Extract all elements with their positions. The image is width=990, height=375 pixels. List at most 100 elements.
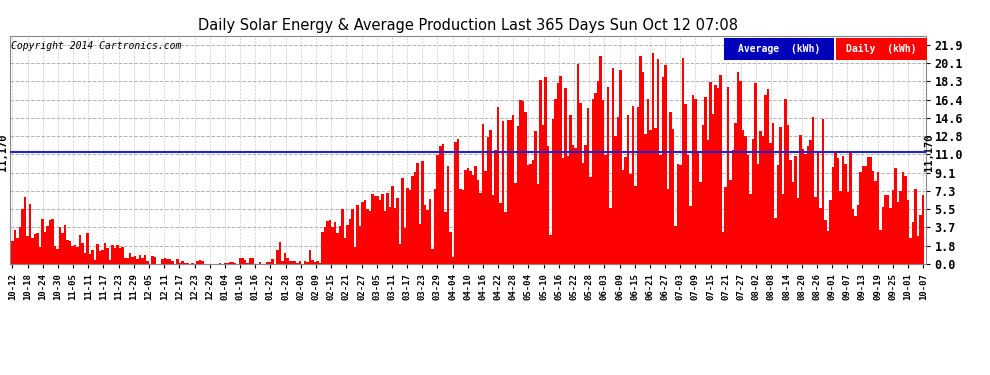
Bar <box>524 112 527 264</box>
Bar <box>630 174 632 264</box>
Bar <box>229 262 232 264</box>
Bar <box>471 174 474 264</box>
Bar <box>248 258 251 264</box>
Bar <box>86 233 89 264</box>
Bar <box>599 56 602 264</box>
Bar <box>497 106 499 264</box>
Bar <box>486 138 489 264</box>
Bar <box>339 226 342 264</box>
Bar <box>707 140 709 264</box>
Bar <box>917 236 920 264</box>
Bar <box>424 205 427 264</box>
Bar <box>414 172 417 264</box>
Bar <box>29 204 31 264</box>
Bar <box>429 199 432 264</box>
Bar <box>459 189 461 264</box>
Bar <box>181 261 184 264</box>
Bar <box>322 232 324 264</box>
Bar <box>894 168 897 264</box>
Bar <box>299 261 301 264</box>
Bar <box>104 243 106 264</box>
Bar <box>910 238 912 264</box>
Bar <box>366 209 369 264</box>
Bar <box>551 119 554 264</box>
Bar <box>269 262 271 264</box>
Bar <box>419 224 422 264</box>
Bar <box>609 209 612 264</box>
Bar <box>374 196 376 264</box>
Bar <box>354 248 356 264</box>
Text: Daily  (kWh): Daily (kWh) <box>846 44 917 54</box>
Bar <box>276 250 279 264</box>
Bar <box>892 190 894 264</box>
Bar <box>451 257 454 264</box>
Bar <box>114 249 116 264</box>
Bar <box>176 260 179 264</box>
Bar <box>91 250 94 264</box>
Bar <box>640 56 642 264</box>
Bar <box>540 80 542 264</box>
Bar <box>534 131 537 264</box>
Bar <box>224 263 227 264</box>
Bar <box>147 261 148 264</box>
Bar <box>337 232 339 264</box>
Bar <box>714 85 717 264</box>
Bar <box>19 226 21 264</box>
Bar <box>809 140 812 264</box>
Bar <box>659 155 661 264</box>
Bar <box>124 258 127 264</box>
Bar <box>556 83 559 264</box>
Bar <box>764 95 767 264</box>
Bar <box>304 261 306 264</box>
Bar <box>884 195 887 264</box>
Bar <box>464 170 466 264</box>
Bar <box>356 205 359 264</box>
Bar <box>396 198 399 264</box>
Bar <box>139 255 142 264</box>
Bar <box>792 182 794 264</box>
Bar <box>332 226 334 264</box>
Bar <box>635 186 637 264</box>
Bar <box>519 100 522 264</box>
FancyBboxPatch shape <box>836 38 928 60</box>
Bar <box>31 238 34 264</box>
Bar <box>132 256 134 264</box>
Bar <box>369 211 371 264</box>
Bar <box>905 176 907 264</box>
Bar <box>746 155 749 264</box>
Bar <box>820 208 822 264</box>
Bar <box>777 165 779 264</box>
Bar <box>837 158 840 264</box>
Bar <box>291 261 294 264</box>
Bar <box>864 166 867 264</box>
Bar <box>542 124 545 264</box>
Bar <box>859 172 862 264</box>
Bar <box>532 160 534 264</box>
Bar <box>101 250 104 264</box>
Bar <box>759 132 761 264</box>
Bar <box>564 88 566 264</box>
Bar <box>171 261 174 264</box>
Bar <box>812 117 815 264</box>
Bar <box>271 259 274 264</box>
Bar <box>63 225 66 264</box>
Bar <box>499 203 502 264</box>
Bar <box>604 155 607 264</box>
Bar <box>371 194 374 264</box>
Bar <box>649 129 651 264</box>
Bar <box>324 227 327 264</box>
Bar <box>129 253 132 264</box>
Bar <box>386 193 389 264</box>
Bar <box>644 134 646 264</box>
Bar <box>507 120 509 264</box>
Bar <box>827 231 830 264</box>
Bar <box>317 261 319 264</box>
Bar <box>697 151 699 264</box>
Bar <box>119 248 121 264</box>
Bar <box>607 87 609 264</box>
Bar <box>84 253 86 264</box>
Bar <box>71 246 73 264</box>
Bar <box>689 206 692 264</box>
Bar <box>417 164 419 264</box>
Bar <box>856 205 859 264</box>
